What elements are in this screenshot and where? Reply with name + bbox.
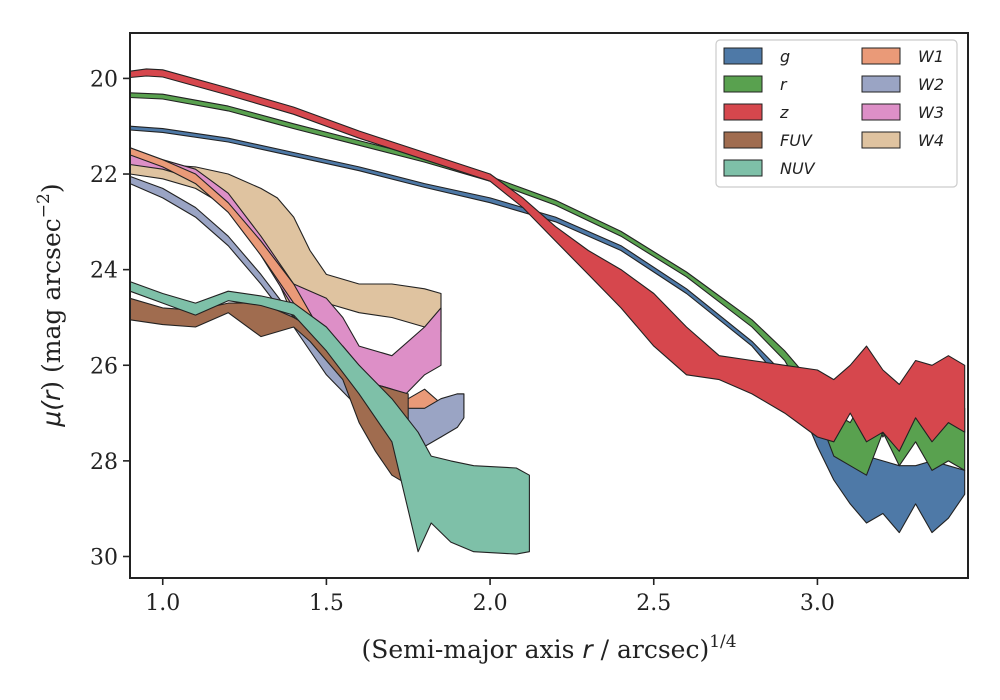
legend-label-g: g	[780, 47, 790, 66]
y-tick-label: 26	[90, 354, 118, 379]
x-tick-label: 2.0	[473, 591, 508, 616]
legend-swatch-g	[723, 47, 763, 65]
x-axis-ticks: 1.0 1.5 2.0 2.5 3.0	[145, 578, 835, 616]
y-axis-label: μ(r) (mag arcsec−2)	[34, 183, 66, 427]
y-tick-label: 28	[90, 450, 118, 475]
band-layer	[129, 68, 966, 555]
legend-swatch-nuv	[723, 159, 763, 177]
y-tick-label: 20	[90, 67, 118, 92]
plot-frame	[129, 32, 969, 579]
y-tick-label: 22	[90, 163, 118, 188]
legend-swatch-z	[723, 103, 763, 121]
band-r	[129, 92, 966, 476]
legend-label-w1: W1	[918, 47, 944, 66]
legend-label-fuv: FUV	[780, 131, 813, 150]
x-tick-label: 2.5	[636, 591, 671, 616]
legend-swatch-w2	[861, 75, 901, 93]
x-tick-label: 1.0	[145, 591, 180, 616]
y-axis-ticks: 20 22 24 26 28 30	[90, 67, 130, 570]
legend-swatch-w3	[861, 103, 901, 121]
x-tick-label: 1.5	[309, 591, 344, 616]
legend-label-nuv: NUV	[780, 159, 816, 178]
legend-swatch-w1	[861, 47, 901, 65]
legend-swatch-fuv	[723, 131, 763, 149]
y-tick-label: 24	[90, 259, 118, 284]
legend-swatch-r	[723, 75, 763, 93]
legend-label-w4: W4	[918, 131, 944, 150]
x-axis-label: (Semi-major axis r / arcsec)1/4	[361, 632, 736, 664]
legend-label-r: r	[780, 75, 788, 94]
legend-label-w2: W2	[918, 75, 944, 94]
legend: grz FUV NUV W1 W2 W3 W4	[715, 39, 958, 188]
x-tick-label: 3.0	[800, 591, 835, 616]
band-z	[129, 68, 966, 452]
legend-label-z: z	[779, 103, 789, 122]
legend-swatch-w4	[861, 131, 901, 149]
y-tick-label: 30	[90, 545, 118, 570]
band-nuv	[129, 281, 530, 555]
legend-label-w3: W3	[918, 103, 944, 122]
